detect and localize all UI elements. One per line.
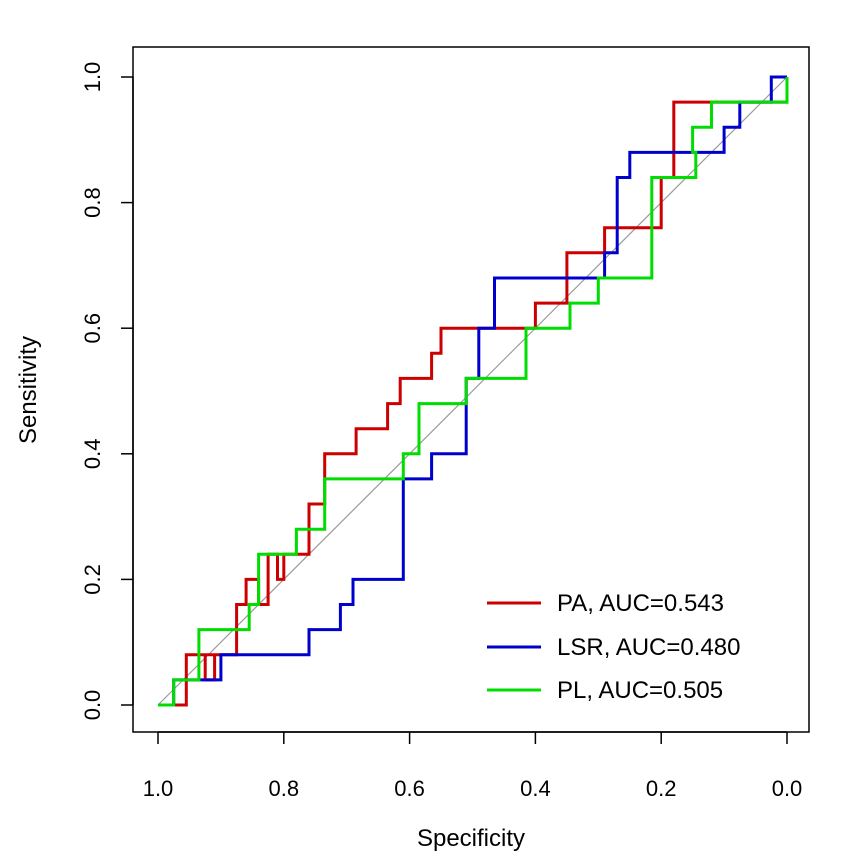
series-line-pa xyxy=(158,77,789,707)
x-tick-label: 0.4 xyxy=(520,776,551,801)
legend-label-pl: PL, AUC=0.505 xyxy=(557,677,723,704)
y-tick-label: 0.2 xyxy=(80,564,105,595)
x-tick-label: 1.0 xyxy=(143,776,174,801)
y-axis-title: Sensitivity xyxy=(15,336,42,444)
x-axis-title: Specificity xyxy=(417,825,525,852)
legend: PA, AUC=0.543 LSR, AUC=0.480 PL, AUC=0.505 xyxy=(487,590,740,704)
legend-label-pa: PA, AUC=0.543 xyxy=(557,590,724,617)
series-layer xyxy=(158,75,789,707)
x-axis: 1.0 0.8 0.6 0.4 0.2 0.0 xyxy=(143,731,803,801)
y-tick-label: 0.4 xyxy=(80,439,105,470)
y-tick-label: 0.8 xyxy=(80,187,105,218)
y-tick-label: 0.6 xyxy=(80,313,105,344)
y-tick-label: 0.0 xyxy=(80,690,105,721)
series-line-pl xyxy=(158,77,789,707)
legend-label-lsr: LSR, AUC=0.480 xyxy=(557,634,740,661)
x-tick-label: 0.0 xyxy=(772,776,803,801)
reference-diagonal-line xyxy=(157,76,788,706)
y-axis: 0.0 0.2 0.4 0.6 0.8 1.0 xyxy=(80,62,134,721)
y-tick-label: 1.0 xyxy=(80,62,105,93)
x-tick-label: 0.6 xyxy=(394,776,425,801)
x-tick-label: 0.2 xyxy=(646,776,677,801)
x-tick-label: 0.8 xyxy=(269,776,300,801)
